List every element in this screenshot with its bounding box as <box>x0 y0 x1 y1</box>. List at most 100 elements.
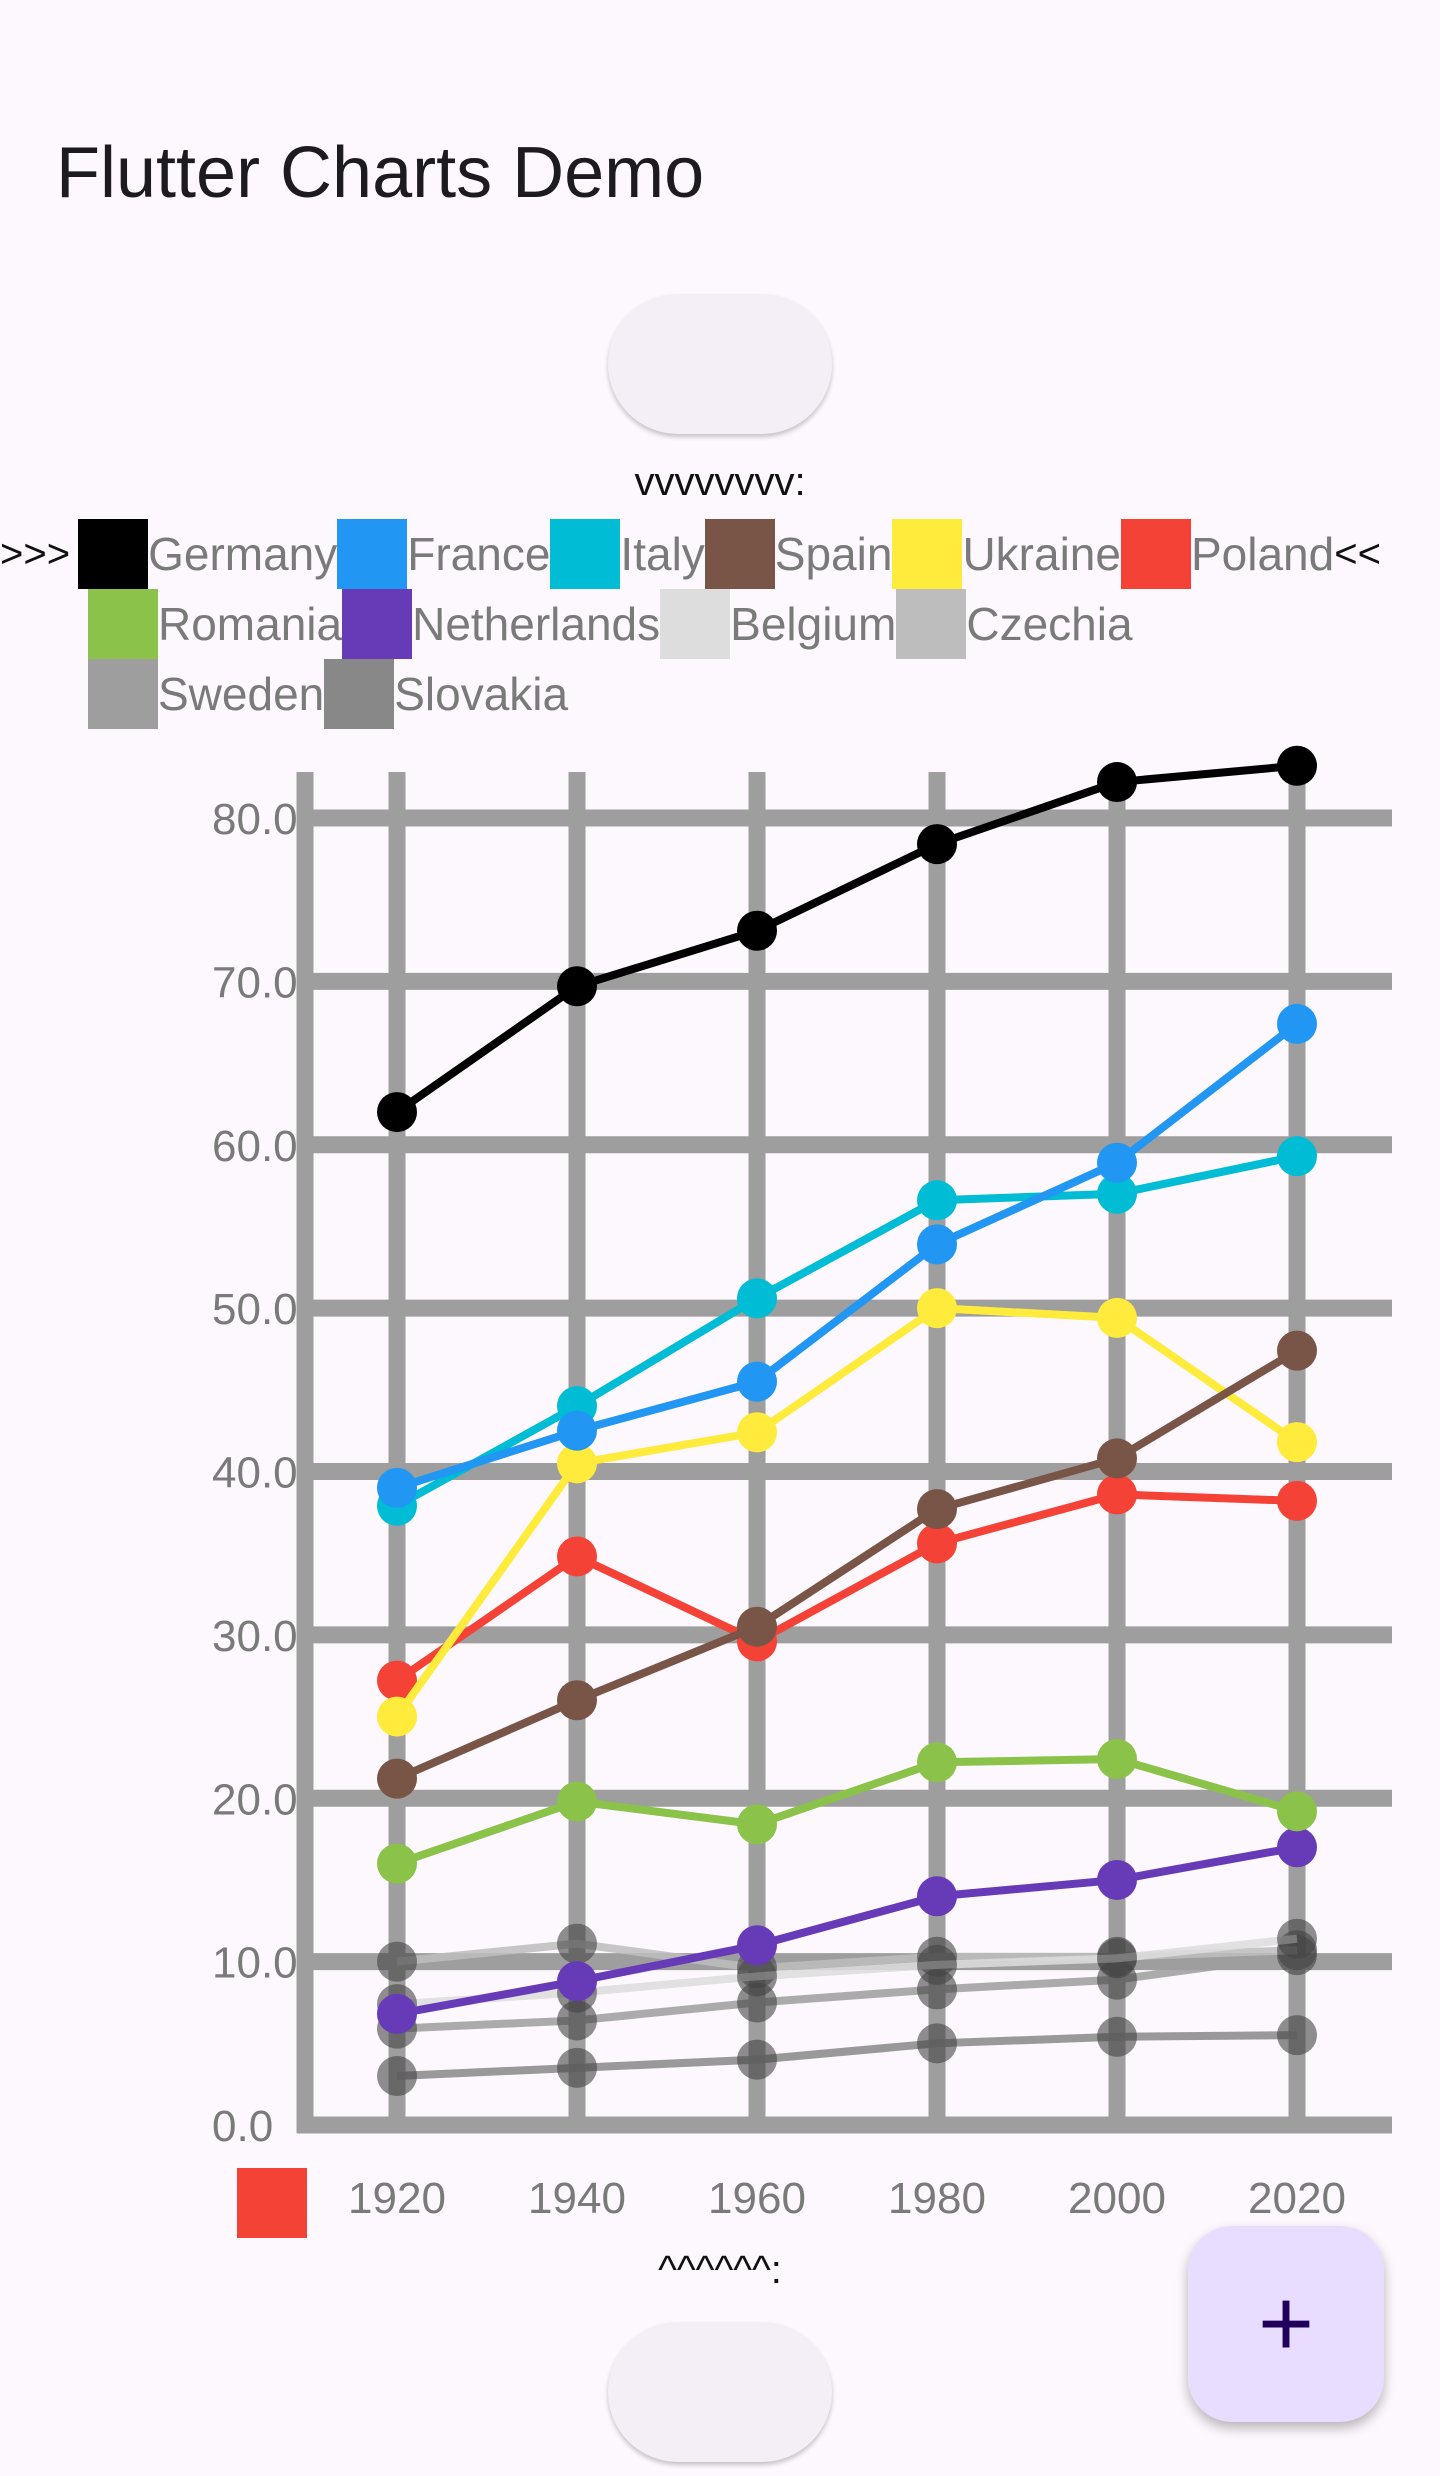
series-line-netherlands <box>396 1843 1298 2018</box>
data-point-spain <box>557 1680 597 1721</box>
legend-label: Czechia <box>966 598 1133 650</box>
y-tick-label: 30.0 <box>212 1612 298 1661</box>
bottom-legend-swatch <box>237 2168 307 2238</box>
data-point-belgium <box>737 1956 777 1997</box>
legend-swatch <box>342 589 413 659</box>
series-line-belgium <box>396 1934 1298 2009</box>
legend-swatch <box>704 519 775 589</box>
series-line-poland <box>394 1490 1298 1684</box>
legend-row: >>> Germany France Italy Spain Ukraine Poland… <box>0 518 1381 590</box>
legend-swatch <box>896 589 967 659</box>
x-tick-label: 2000 <box>1068 2174 1166 2223</box>
series-line-ukraine <box>393 1304 1300 1719</box>
x-tick-label: 1940 <box>528 2174 626 2223</box>
y-tick-label: 10.0 <box>212 1939 298 1988</box>
legend-suffix: << <box>1334 531 1381 576</box>
legend-item-belgium: Belgium <box>660 588 896 660</box>
data-point-ukraine <box>557 1443 597 1484</box>
series-line-italy <box>395 1152 1298 1510</box>
data-point-italy <box>1097 1173 1137 1214</box>
data-point-netherlands <box>1277 1827 1317 1868</box>
data-point-slovakia <box>917 2023 957 2064</box>
data-point-poland <box>557 1536 597 1577</box>
series-line-romania <box>395 1755 1299 1868</box>
data-point-poland <box>917 1523 957 1564</box>
legend-item-spain: Spain <box>704 518 892 590</box>
data-point-france <box>377 1467 417 1508</box>
data-point-ukraine <box>1097 1297 1137 1338</box>
y-tick-label: 70.0 <box>212 958 298 1007</box>
series-line-germany <box>394 761 1298 1116</box>
legend-item-slovakia: Slovakia <box>324 658 568 730</box>
legend-item-poland: Poland <box>1120 518 1334 590</box>
data-point-slovakia <box>737 2039 777 2080</box>
data-point-netherlands <box>1097 1859 1137 1900</box>
legend-swatch <box>892 519 963 589</box>
legend-row: Sweden Slovakia <box>88 658 568 730</box>
legend-swatch <box>337 519 408 589</box>
y-tick-label: 40.0 <box>212 1449 298 1498</box>
data-point-romania <box>917 1742 957 1783</box>
bottom-toggle-button[interactable] <box>608 2322 832 2462</box>
data-point-netherlands <box>377 1993 417 2034</box>
legend-label: Germany <box>148 528 338 580</box>
data-point-belgium <box>917 1944 957 1985</box>
y-tick-label: 20.0 <box>212 1775 298 1824</box>
data-point-germany <box>737 910 777 951</box>
data-point-germany <box>917 824 957 865</box>
legend-label: France <box>407 528 551 580</box>
legend-item-ukraine: Ukraine <box>892 518 1121 590</box>
data-point-ukraine <box>737 1412 777 1453</box>
legend-label: Italy <box>620 528 705 580</box>
top-toggle-button[interactable] <box>608 294 832 434</box>
data-point-romania <box>1097 1739 1137 1780</box>
legend-label: Romania <box>158 598 343 650</box>
x-tick-label: 1980 <box>888 2174 986 2223</box>
legend-item-france: France <box>337 518 550 590</box>
data-point-ukraine <box>377 1696 417 1737</box>
data-point-spain <box>1277 1330 1317 1371</box>
data-point-italy <box>1277 1136 1317 1177</box>
legend-item-czechia: Czechia <box>896 588 1133 660</box>
legend-swatch <box>324 659 395 729</box>
data-point-romania <box>377 1843 417 1884</box>
data-point-germany <box>377 1092 417 1133</box>
data-point-italy <box>737 1278 777 1319</box>
series-line-slovakia <box>396 2031 1298 2080</box>
plus-icon: + <box>1257 2270 1315 2377</box>
legend-item-netherlands: Netherlands <box>342 588 660 660</box>
legend-label: Slovakia <box>394 668 569 720</box>
data-point-germany <box>1277 745 1317 786</box>
data-point-belgium <box>1097 1938 1137 1979</box>
add-fab-button[interactable]: + <box>1188 2226 1384 2422</box>
line-chart: 0.0 10.0 20.0 30.0 40.0 50.0 60.0 70.0 80.0 1920 1… <box>212 745 1392 2238</box>
data-point-france <box>737 1361 777 1402</box>
data-point-netherlands <box>917 1876 957 1917</box>
data-point-poland <box>1277 1480 1317 1521</box>
legend-row: Romania Netherlands Belgium Czechia <box>88 588 1133 660</box>
bottom-marker-text: ^^^^^^: <box>658 2248 782 2292</box>
series-line-sweden <box>396 1951 1298 2033</box>
legend-item-italy: Italy <box>550 518 705 590</box>
data-point-czechia <box>377 1941 417 1982</box>
data-point-france <box>917 1224 957 1265</box>
legend-prefix: >>> <box>0 531 71 576</box>
data-point-spain <box>377 1758 417 1799</box>
legend-swatch <box>88 589 158 659</box>
data-point-slovakia <box>557 2047 597 2088</box>
data-point-france <box>557 1410 597 1451</box>
data-point-ukraine <box>917 1288 957 1329</box>
data-point-france <box>1097 1142 1137 1183</box>
data-point-netherlands <box>737 1925 777 1966</box>
series-line-spain <box>395 1347 1300 1783</box>
legend-item-sweden: Sweden <box>88 658 324 730</box>
data-point-germany <box>557 966 597 1007</box>
data-point-romania <box>1277 1791 1317 1832</box>
data-point-spain <box>1097 1438 1137 1479</box>
data-point-germany <box>1097 762 1137 803</box>
y-tick-label: 60.0 <box>212 1122 298 1171</box>
data-point-romania <box>557 1781 597 1822</box>
y-tick-label: 50.0 <box>212 1285 298 1334</box>
legend-swatch <box>88 659 158 729</box>
legend-label: Sweden <box>158 668 325 720</box>
